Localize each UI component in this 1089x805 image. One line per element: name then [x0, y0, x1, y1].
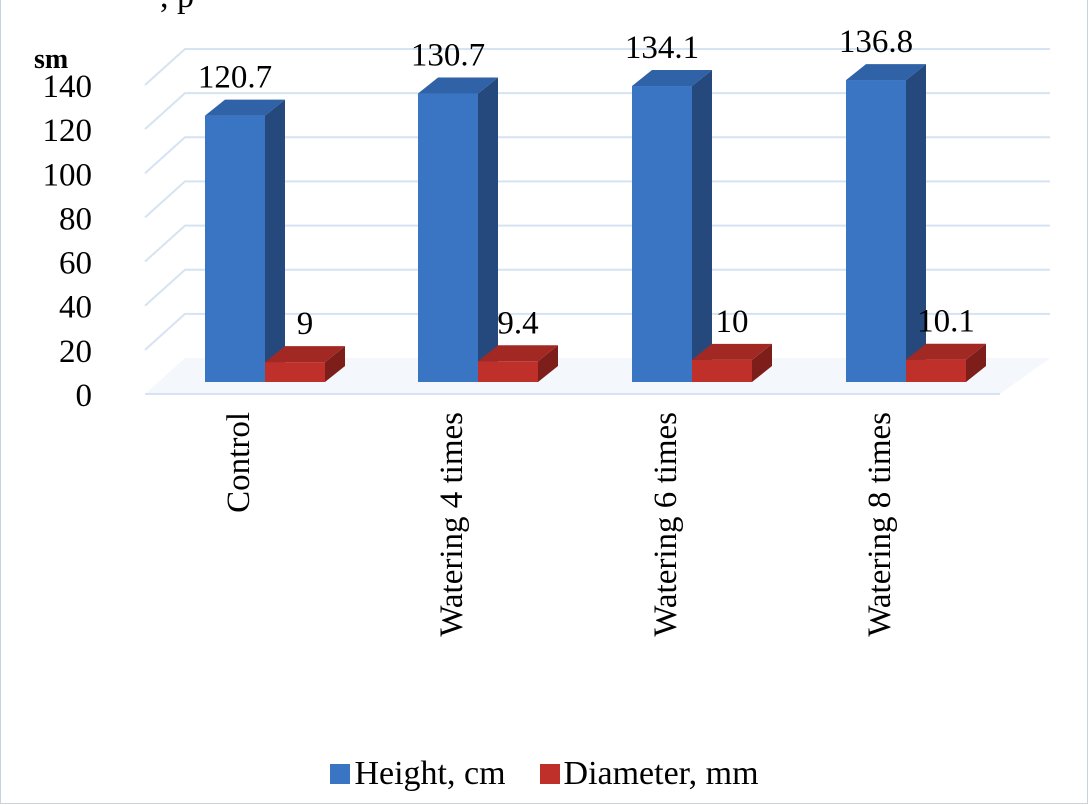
- gridline: [144, 180, 1050, 219]
- legend-label-height: Height, cm: [354, 755, 506, 792]
- bar-diameter: [265, 346, 345, 382]
- bar-height: [632, 70, 712, 382]
- legend-swatch-height: [330, 764, 351, 784]
- chart-canvas: 0 20 40 60 80 100 120 140 120.7 9 130.7 9.4 134.1 10…: [34, 24, 1050, 637]
- bar-diameter: [906, 343, 986, 382]
- data-label: 9: [297, 306, 314, 342]
- bar-height: [418, 77, 498, 382]
- bar-diameter: [692, 343, 772, 382]
- data-label: 9.4: [497, 305, 538, 341]
- bar-side: [966, 343, 986, 382]
- x-tick-label: Watering 8 times: [862, 412, 898, 637]
- x-tick-label: Control: [221, 412, 257, 513]
- bar-front: [906, 359, 966, 382]
- legend-item-height: Height, cm: [330, 755, 506, 793]
- x-tick-label: Watering 4 times: [434, 412, 470, 637]
- y-axis-label: sm: [34, 44, 68, 75]
- bar-side: [478, 77, 498, 382]
- gridline: [144, 48, 1050, 86]
- floor: [145, 358, 1050, 394]
- legend-label-diameter: Diameter, mm: [563, 755, 759, 792]
- bar-top: [478, 345, 558, 362]
- bar-height: [205, 99, 285, 383]
- y-tick-label: 140: [43, 69, 93, 105]
- bar-side: [692, 70, 712, 382]
- bar-top: [205, 99, 285, 116]
- bar-top: [265, 346, 345, 363]
- bar-diameter: [478, 345, 558, 382]
- bar-front: [692, 359, 752, 382]
- bar-side: [325, 346, 345, 382]
- bar-side: [906, 64, 926, 382]
- y-tick-label: 60: [59, 246, 92, 282]
- y-tick-label: 80: [59, 201, 92, 237]
- gridline: [144, 268, 1050, 307]
- legend-swatch-diameter: [539, 764, 560, 784]
- bar-front: [265, 362, 325, 382]
- data-label: 134.1: [625, 30, 699, 66]
- bar-side: [538, 345, 558, 382]
- y-tick-label: 40: [59, 290, 92, 326]
- legend: Height, cm Diameter, mm: [0, 752, 1089, 796]
- bar-top: [906, 343, 986, 360]
- bar-top: [846, 64, 926, 81]
- bar-front: [478, 361, 538, 382]
- data-label: 136.8: [839, 24, 913, 60]
- bar-front: [846, 80, 906, 382]
- gridline: [144, 92, 1050, 130]
- bar-top: [692, 343, 772, 360]
- y-tick-label: 100: [43, 157, 93, 193]
- bar-front: [418, 93, 478, 382]
- bar-top: [418, 77, 498, 94]
- clipped-caption-fragment: , p: [160, 0, 194, 16]
- y-axis-ticks: 0 20 40 60 80 100 120 140: [43, 69, 93, 414]
- bar-side: [265, 99, 285, 383]
- bars: [205, 64, 986, 383]
- bar-top: [632, 70, 712, 87]
- y-tick-label: 0: [76, 378, 93, 414]
- bar-height: [846, 64, 926, 382]
- bar-side: [752, 343, 772, 382]
- x-axis-ticks: Control Watering 4 times Watering 6 times W…: [221, 412, 898, 637]
- bar-front: [205, 115, 265, 383]
- gridline: [144, 224, 1050, 263]
- legend-item-diameter: Diameter, mm: [539, 755, 759, 793]
- y-tick-label: 20: [59, 334, 92, 370]
- gridline: [144, 136, 1050, 175]
- data-label: 10: [716, 304, 749, 340]
- gridlines: [144, 48, 1050, 395]
- data-label: 130.7: [411, 38, 485, 74]
- data-labels: 120.7 9 130.7 9.4 134.1 10 136.8 10.1: [198, 24, 975, 342]
- x-tick-label: Watering 6 times: [648, 412, 684, 637]
- y-tick-label: 120: [43, 113, 93, 149]
- data-label: 120.7: [198, 60, 272, 96]
- data-label: 10.1: [917, 304, 975, 340]
- gridline: [144, 312, 1050, 351]
- bar-front: [632, 86, 692, 382]
